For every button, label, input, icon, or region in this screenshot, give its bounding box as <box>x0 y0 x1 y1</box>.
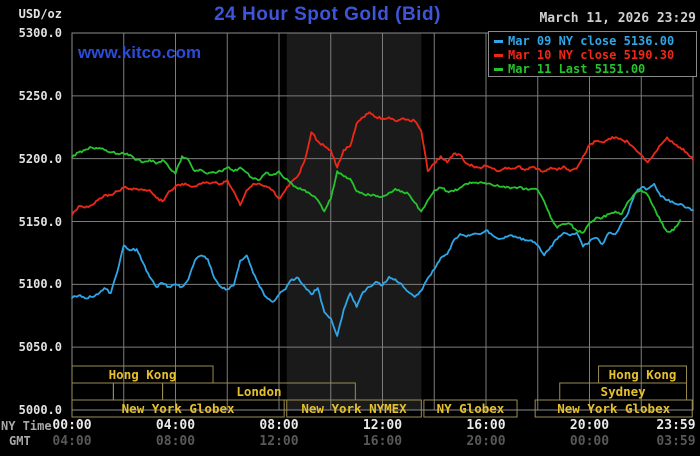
y-tick-label: 5200.0 <box>18 151 62 166</box>
legend-swatch-mar10-icon <box>494 53 503 57</box>
legend-item-mar10: Mar 10 NY close 5190.30 <box>489 48 696 62</box>
gmt-tick-label: 12:00 <box>259 434 299 449</box>
ny-tick-label: 12:00 <box>362 418 403 433</box>
session-label: New York Globex <box>122 401 235 416</box>
ny-tick-label: 23:59 <box>656 418 696 433</box>
legend-swatch-mar09-icon <box>494 39 503 43</box>
legend-label-mar09: Mar 09 NY close 5136.00 <box>508 34 675 48</box>
y-tick-label: 5300.0 <box>18 26 62 40</box>
ny-tick-label: 20:00 <box>569 418 610 433</box>
session-label: New York NYMEX <box>301 401 407 416</box>
kitco-watermark: www.kitco.com <box>78 43 202 62</box>
session-box <box>423 399 518 418</box>
gmt-tick-label: 00:00 <box>569 434 610 449</box>
ny-tick-label: 00:00 <box>52 418 92 433</box>
session-label: NY Globex <box>437 401 505 416</box>
legend-label-mar10: Mar 10 NY close 5190.30 <box>508 48 675 62</box>
ny-tick-label: 16:00 <box>466 418 506 433</box>
gmt-axis-label: GMT <box>9 434 31 448</box>
session-label: New York Globex <box>557 401 670 416</box>
session-box <box>112 382 164 401</box>
legend-item-mar09: Mar 09 NY close 5136.00 <box>489 34 696 48</box>
y-tick-label: 5250.0 <box>18 88 62 103</box>
datetime-label: March 11, 2026 23:29 <box>539 11 696 26</box>
session-label: Hong Kong <box>109 367 177 382</box>
y-tick-label: 5100.0 <box>18 277 62 292</box>
gmt-tick-label: 08:00 <box>155 434 196 449</box>
gmt-tick-label: 20:00 <box>466 434 506 449</box>
chart-title: 24 Hour Spot Gold (Bid) <box>214 4 441 25</box>
session-label: London <box>236 384 281 399</box>
price-line-2 <box>71 146 681 234</box>
session-label: Sydney <box>601 384 647 399</box>
gmt-tick-label: 16:00 <box>362 434 403 449</box>
gmt-tick-label: 03:59 <box>656 434 696 449</box>
plot-frame <box>71 32 694 411</box>
legend-swatch-mar11-icon <box>494 67 503 71</box>
legend: Mar 09 NY close 5136.00 Mar 10 NY close … <box>488 31 697 77</box>
price-line-0 <box>71 182 694 337</box>
y-tick-label: 5000.0 <box>18 403 62 417</box>
y-tick-label: 5150.0 <box>18 214 62 229</box>
legend-item-mar11: Mar 11 Last 5151.00 <box>489 62 696 76</box>
ny-tick-label: 04:00 <box>155 418 196 433</box>
ny-tick-label: 08:00 <box>259 418 299 433</box>
units-label: USD/oz <box>18 7 62 21</box>
legend-label-mar11: Mar 11 Last 5151.00 <box>508 62 646 76</box>
session-box <box>286 399 422 418</box>
session-box <box>534 399 693 418</box>
gmt-tick-label: 04:00 <box>52 434 92 449</box>
y-tick-label: 5050.0 <box>18 340 62 355</box>
session-box <box>71 382 114 401</box>
ny-time-axis-label: NY Time <box>1 419 52 433</box>
session-box <box>71 399 285 418</box>
session-label: Hong Kong <box>609 367 677 382</box>
price-line-1 <box>71 111 694 217</box>
